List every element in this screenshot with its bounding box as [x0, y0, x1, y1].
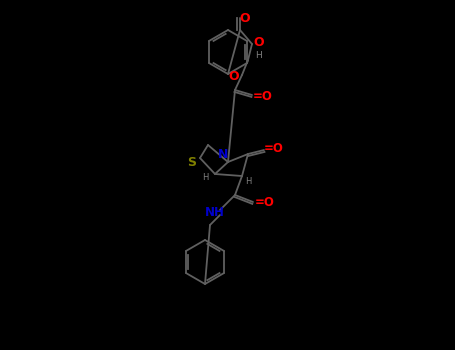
Text: H: H	[245, 176, 251, 186]
Text: O: O	[240, 12, 250, 24]
Text: S: S	[187, 156, 197, 169]
Text: N: N	[218, 148, 228, 161]
Text: =O: =O	[255, 196, 275, 210]
Text: H: H	[255, 51, 261, 61]
Text: NH: NH	[205, 206, 225, 219]
Text: O: O	[229, 70, 239, 83]
Text: O: O	[254, 36, 264, 49]
Text: =O: =O	[253, 90, 273, 103]
Text: H: H	[202, 174, 208, 182]
Text: =O: =O	[264, 141, 284, 154]
